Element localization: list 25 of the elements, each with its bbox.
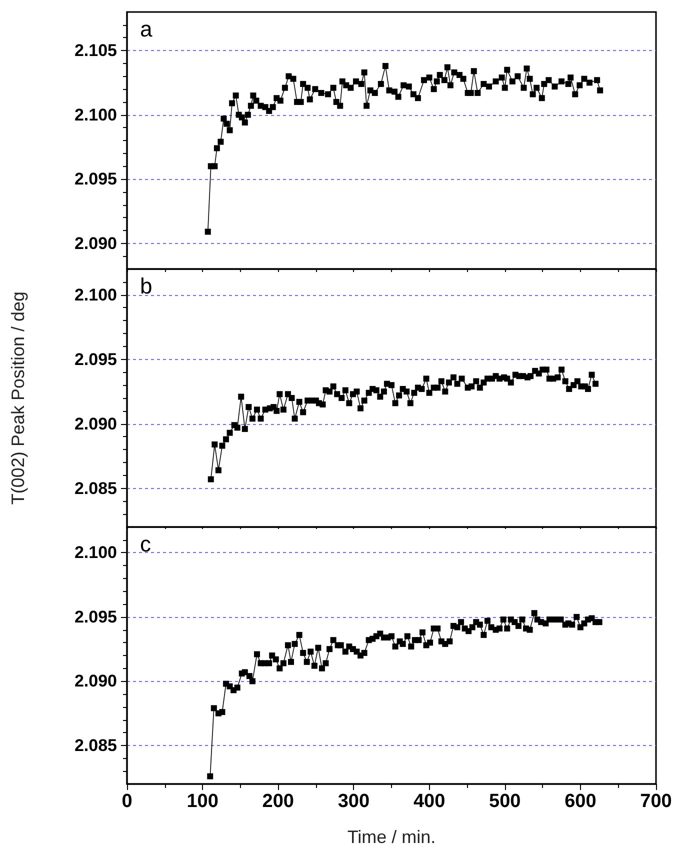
x-tick-label: 400 (413, 791, 446, 812)
y-tick-label: 2.090 (74, 414, 117, 434)
x-tick-label: 200 (262, 791, 294, 812)
annotation: a (140, 16, 153, 42)
y-tick-label: 2.085 (74, 478, 117, 498)
y-tick-label: 2.100 (74, 105, 117, 124)
y-tick-label: 2.095 (74, 170, 117, 189)
x-tick-label: 0 (122, 791, 132, 812)
y-tick-label: 2.095 (74, 350, 117, 369)
annotation: b (140, 274, 152, 298)
x-tick-label: 100 (186, 791, 218, 812)
annotation: c (140, 532, 151, 556)
y-tick-label: 2.100 (74, 543, 117, 562)
y-axis-title: T(002) Peak Position / deg (8, 291, 28, 505)
x-axis-title: Time / min. (347, 827, 436, 847)
x-tick-label: 500 (489, 791, 521, 812)
y-tick-label: 2.095 (74, 607, 117, 626)
y-tick-label: 2.090 (74, 672, 117, 691)
y-tick-label: 2.105 (74, 41, 117, 60)
y-tick-label: 2.100 (74, 285, 117, 304)
y-tick-label: 2.090 (74, 234, 117, 253)
x-tick-label: 300 (338, 791, 370, 812)
x-tick-label: 600 (564, 791, 596, 812)
y-tick-label: 2.085 (74, 736, 117, 755)
x-tick-label: 700 (640, 791, 672, 812)
